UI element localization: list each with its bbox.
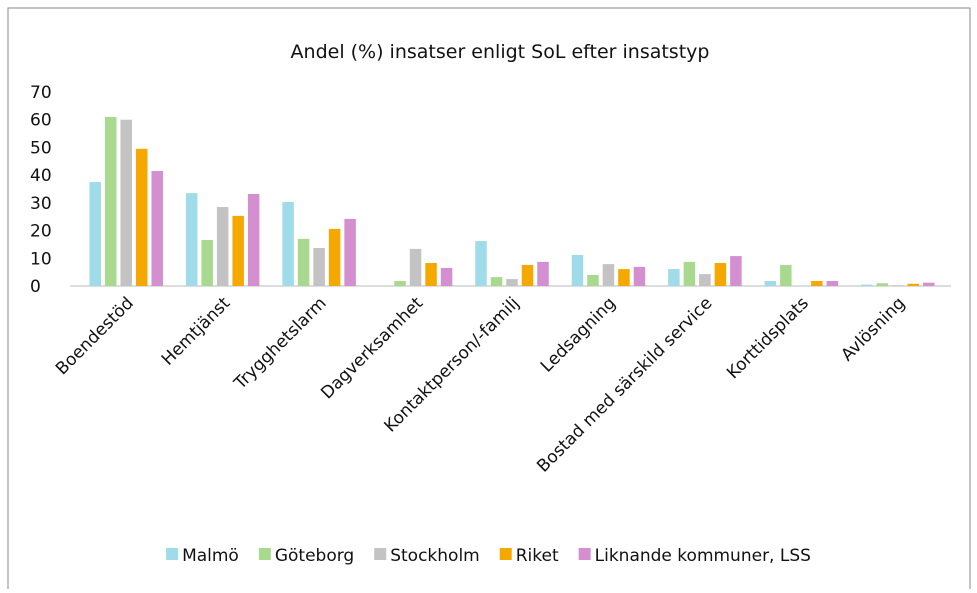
bar bbox=[506, 279, 518, 286]
legend-label: Liknande kommuner, LSS bbox=[595, 546, 811, 566]
bar bbox=[247, 193, 260, 286]
bar bbox=[104, 116, 117, 286]
y-tick-label: 20 bbox=[30, 222, 52, 242]
legend-swatch bbox=[166, 548, 179, 560]
y-tick-label: 10 bbox=[30, 249, 52, 269]
bar bbox=[714, 262, 727, 286]
bar bbox=[699, 274, 711, 286]
bar bbox=[618, 269, 630, 286]
bar bbox=[633, 266, 646, 286]
bar bbox=[344, 218, 356, 286]
y-tick-label: 30 bbox=[30, 194, 52, 214]
legend-swatch bbox=[258, 548, 271, 560]
bar bbox=[89, 182, 101, 286]
bar bbox=[826, 281, 839, 286]
y-tick-label: 70 bbox=[30, 83, 52, 103]
bar bbox=[602, 264, 615, 286]
legend-label: Stockholm bbox=[390, 546, 480, 566]
bar bbox=[683, 261, 696, 286]
bar bbox=[571, 254, 584, 286]
bar bbox=[313, 248, 325, 286]
bar bbox=[537, 261, 549, 286]
legend-label: Göteborg bbox=[275, 546, 354, 566]
chart-frame bbox=[7, 7, 971, 591]
bar bbox=[394, 281, 406, 286]
bar bbox=[764, 281, 777, 286]
bar bbox=[587, 274, 599, 286]
bar bbox=[151, 170, 163, 286]
bar bbox=[185, 193, 198, 286]
bar bbox=[201, 239, 213, 286]
y-tick-label: 0 bbox=[30, 277, 41, 297]
legend-swatch bbox=[578, 548, 591, 560]
chart-title: Andel (%) insatser enligt SoL efter insa… bbox=[291, 41, 710, 63]
bar bbox=[475, 241, 487, 286]
bar bbox=[861, 284, 873, 286]
bar bbox=[425, 262, 437, 286]
bar bbox=[907, 283, 920, 286]
bar bbox=[216, 207, 229, 286]
bar bbox=[328, 228, 341, 286]
legend-swatch bbox=[499, 548, 512, 560]
bar bbox=[668, 269, 680, 286]
bar bbox=[795, 285, 808, 286]
bar bbox=[730, 256, 742, 286]
bar bbox=[440, 267, 453, 286]
y-tick-label: 40 bbox=[30, 166, 52, 186]
y-tick-label: 60 bbox=[30, 111, 52, 131]
bar bbox=[232, 215, 244, 286]
legend-swatch bbox=[374, 548, 387, 560]
bar bbox=[780, 264, 792, 286]
bar bbox=[521, 264, 534, 286]
bar bbox=[876, 283, 889, 286]
bar bbox=[409, 248, 422, 286]
bar bbox=[120, 119, 132, 286]
bar bbox=[923, 282, 935, 286]
bar bbox=[892, 285, 904, 286]
y-tick-label: 50 bbox=[30, 138, 52, 158]
legend-label: Malmö bbox=[182, 546, 239, 566]
bar bbox=[297, 238, 310, 286]
bar bbox=[811, 281, 823, 286]
bar bbox=[135, 148, 148, 286]
legend-label: Riket bbox=[516, 546, 559, 566]
bar bbox=[282, 202, 294, 286]
bar bbox=[490, 277, 503, 286]
